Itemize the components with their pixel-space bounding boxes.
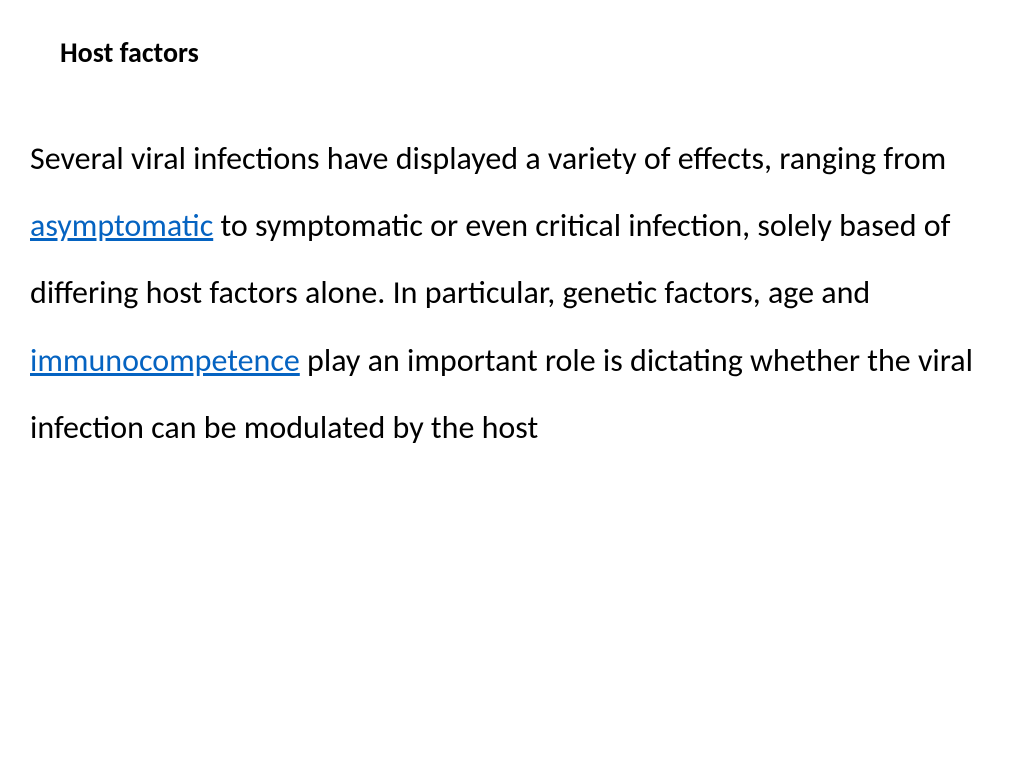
asymptomatic-link[interactable]: asymptomatic bbox=[30, 206, 213, 245]
body-paragraph: Several viral infections have displayed … bbox=[30, 125, 994, 461]
text-segment-1: Several viral infections have displayed … bbox=[30, 139, 946, 178]
immunocompetence-link[interactable]: immunocompetence bbox=[30, 341, 300, 380]
section-heading: Host factors bbox=[60, 35, 994, 70]
